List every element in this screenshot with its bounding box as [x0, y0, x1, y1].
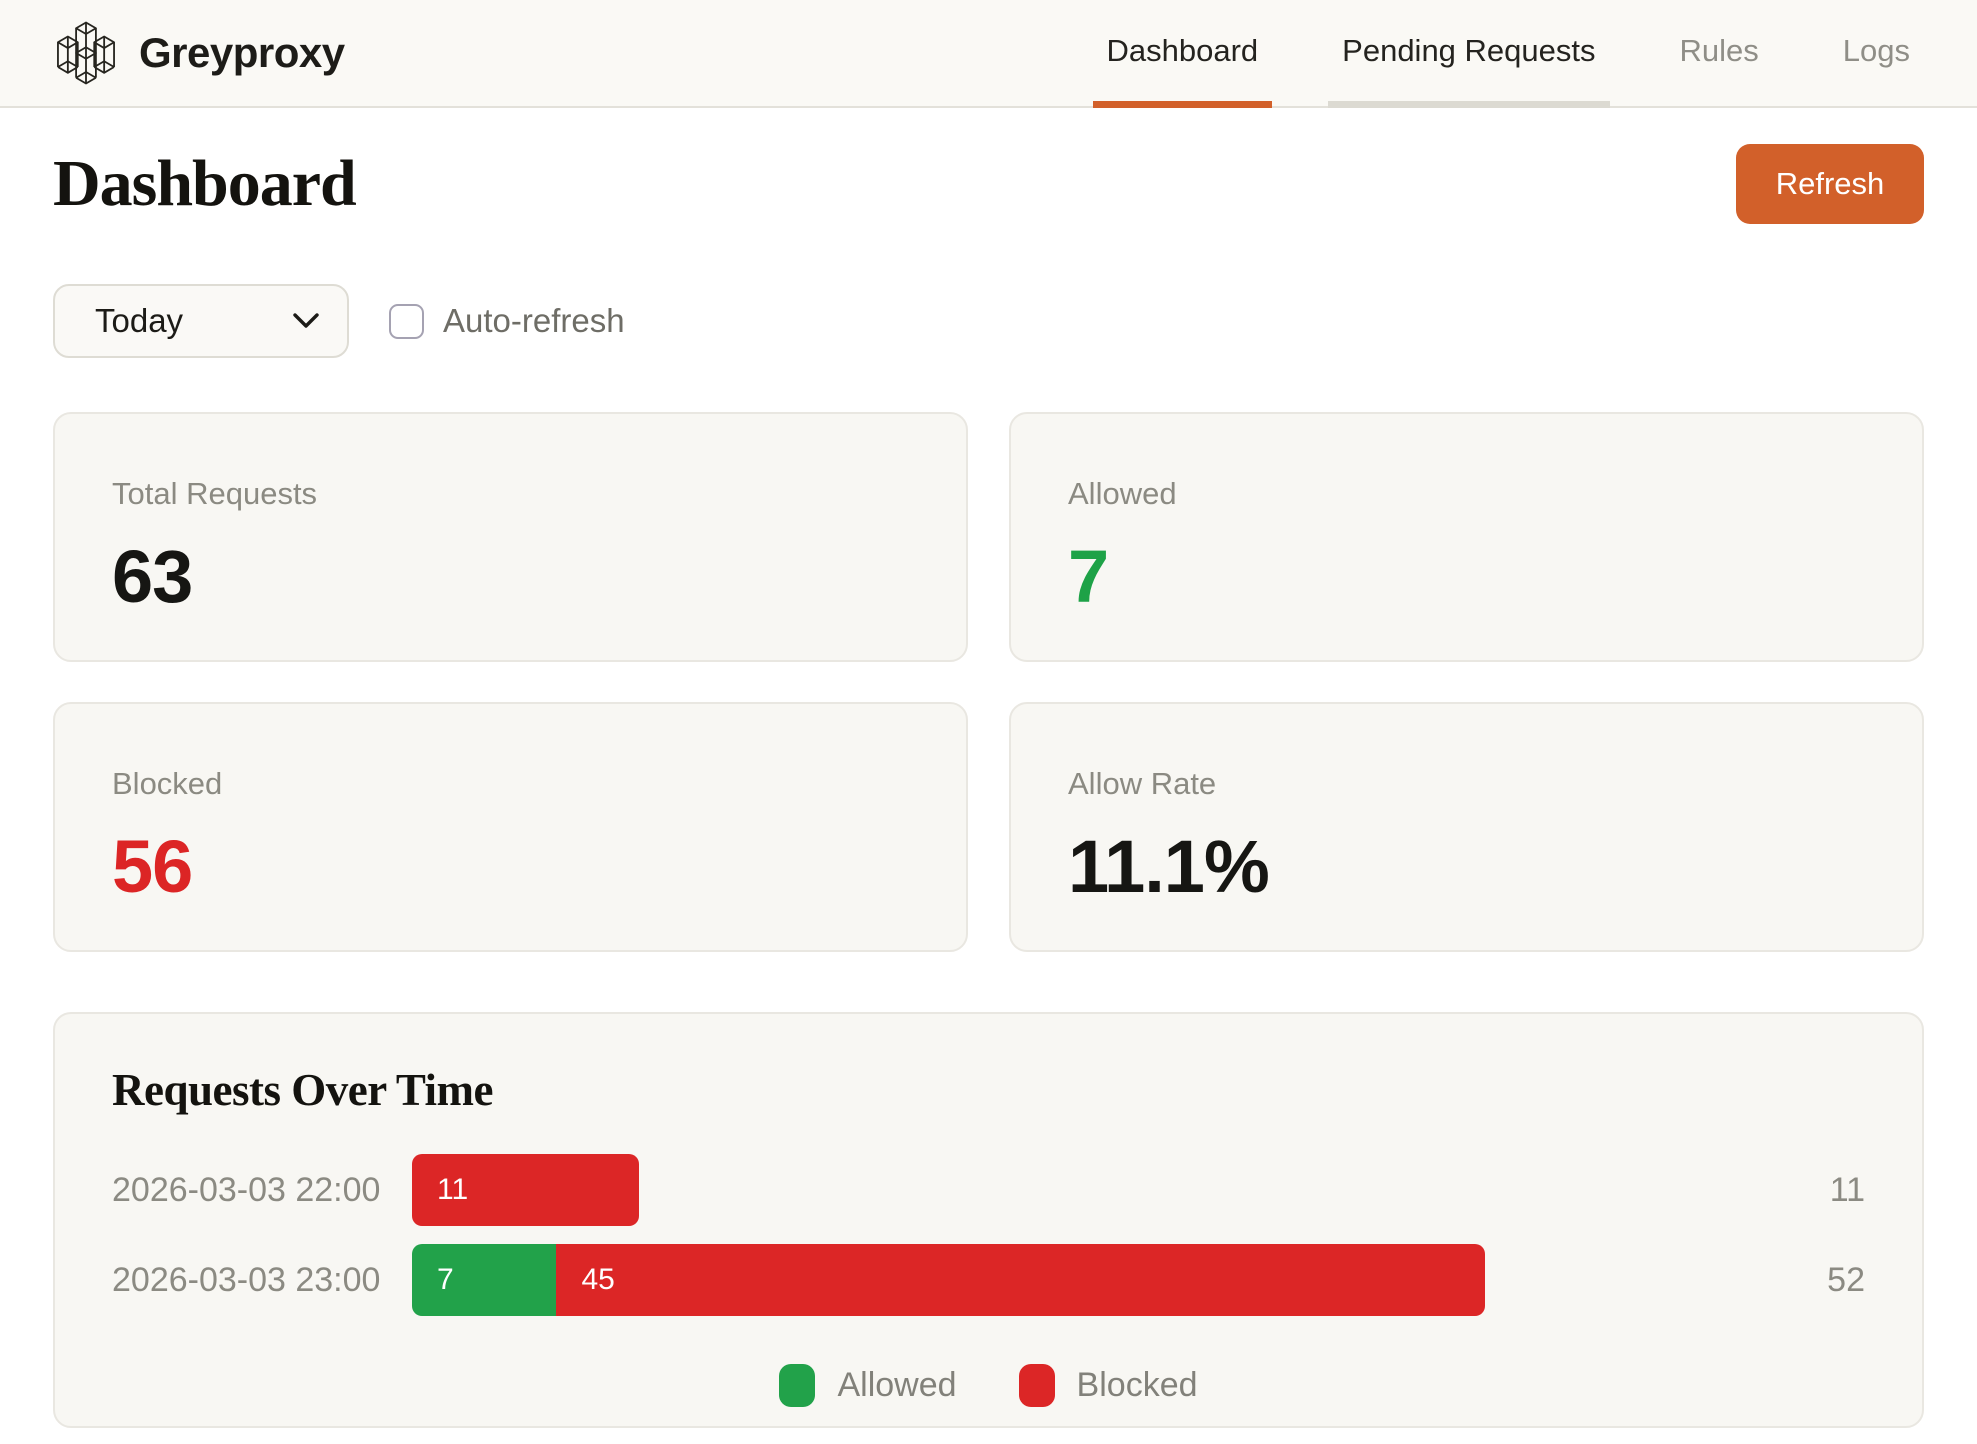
blocked-bar-segment[interactable]: 11	[412, 1154, 639, 1226]
greyproxy-logo-icon	[57, 21, 115, 85]
stat-value: 56	[112, 825, 193, 908]
stat-card-allow-rate: Allow Rate 11.1%	[1009, 702, 1924, 952]
bar-track: 0 11	[412, 1154, 1485, 1226]
app-header: Greyproxy Dashboard Pending Requests Rul…	[0, 0, 1977, 108]
stat-card-allowed: Allowed 7	[1009, 412, 1924, 662]
period-select[interactable]: Today	[53, 284, 349, 358]
auto-refresh-checkbox[interactable]	[389, 303, 424, 339]
legend-item-blocked: Blocked	[1018, 1364, 1198, 1407]
controls-row: Today Auto-refresh	[53, 284, 1924, 358]
nav-item-dashboard[interactable]: Dashboard	[1092, 0, 1273, 108]
row-total: 52	[1827, 1260, 1865, 1299]
period-select-value: Today	[95, 302, 184, 339]
auto-refresh-label: Auto-refresh	[443, 302, 625, 339]
legend-label: Blocked	[1076, 1366, 1198, 1404]
legend-item-allowed: Allowed	[779, 1364, 957, 1407]
requests-over-time-chart: Requests Over Time 2026-03-03 22:00 0 11…	[53, 1012, 1924, 1428]
stat-cards: Total Requests 63 Allowed 7 Blocked 56 A…	[53, 412, 1924, 952]
stat-card-blocked: Blocked 56	[53, 702, 968, 952]
stat-label: Allowed	[1068, 476, 1177, 511]
segment-value: 7	[437, 1263, 454, 1296]
nav-item-logs[interactable]: Logs	[1842, 32, 1910, 68]
stat-value: 11.1%	[1068, 825, 1270, 908]
allowed-bar-segment[interactable]: 7	[412, 1244, 557, 1316]
main-nav: Dashboard Pending Requests Rules Logs	[1037, 0, 1925, 108]
stat-label: Total Requests	[112, 476, 318, 511]
segment-value: 11	[437, 1173, 469, 1206]
nav-item-pending-requests[interactable]: Pending Requests	[1328, 0, 1610, 108]
chevron-down-icon	[293, 313, 319, 328]
brand: Greyproxy	[53, 0, 345, 106]
allowed-swatch-icon	[779, 1364, 816, 1407]
legend-label: Allowed	[837, 1366, 957, 1404]
chart-rows: 2026-03-03 22:00 0 11 11 2026-03-03 23:0…	[112, 1154, 1865, 1316]
chart-row: 2026-03-03 23:00 7 45 52	[112, 1244, 1865, 1316]
blocked-bar-segment[interactable]: 45	[556, 1244, 1485, 1316]
segment-value: 45	[581, 1263, 615, 1296]
nav-item-rules[interactable]: Rules	[1679, 32, 1759, 68]
bar-track: 7 45	[412, 1244, 1485, 1316]
chart-row-label: 2026-03-03 23:00	[112, 1260, 381, 1299]
stat-label: Allow Rate	[1068, 766, 1217, 801]
chart-row-label: 2026-03-03 22:00	[112, 1170, 381, 1209]
chart-legend: Allowed Blocked	[112, 1364, 1865, 1407]
stat-card-total-requests: Total Requests 63	[53, 412, 968, 662]
page-title: Dashboard	[53, 147, 357, 220]
chart-row: 2026-03-03 22:00 0 11 11	[112, 1154, 1865, 1226]
blocked-swatch-icon	[1018, 1364, 1055, 1407]
row-total: 11	[1829, 1170, 1865, 1209]
refresh-button[interactable]: Refresh	[1736, 144, 1924, 224]
stat-value: 7	[1068, 535, 1109, 618]
chart-title: Requests Over Time	[112, 1065, 494, 1115]
stat-label: Blocked	[112, 766, 223, 801]
dashboard-page: Dashboard Refresh Today Auto-refresh Tot…	[0, 144, 1977, 1428]
brand-name: Greyproxy	[139, 29, 345, 76]
stat-value: 63	[112, 535, 193, 618]
